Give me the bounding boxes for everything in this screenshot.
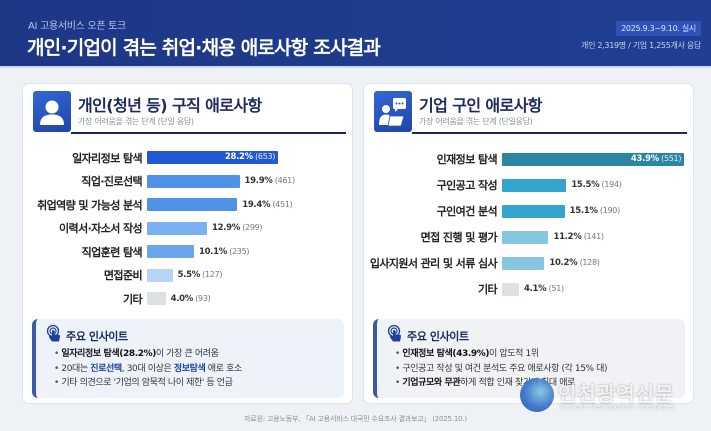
bar-row: 취업역량 및 가능성 분석 19.4% (451) xyxy=(23,193,352,217)
touch-hand-icon xyxy=(46,324,62,347)
bar-row: 구인여건 분석 15.1% (190) xyxy=(364,198,693,224)
company-bar-chart: 인재정보 탐색 43.9% (551) 구인공고 작성 15.5% (194) 구인여건… xyxy=(364,146,693,302)
individual-bar-chart: 일자리정보 탐색 28.2% (653) 직업·진로선택 19.9% (461) 취업역… xyxy=(23,146,352,311)
touch-hand-icon xyxy=(387,324,403,347)
bar-value-label: 11.2% (141) xyxy=(553,232,604,242)
bar-row: 직업·진로선택 19.9% (461) xyxy=(23,170,352,194)
page-title: 개인·기업이 겪는 취업·채용 애로사항 조사결과 xyxy=(27,37,381,59)
bar xyxy=(502,230,549,244)
bar-value-label: 4.0% (93) xyxy=(170,293,211,304)
individual-panel: 개인(청년 등) 구직 애로사항 가장 어려움을 겪는 단계 (단일 응답) 일… xyxy=(22,83,353,404)
insight-list: 인재정보 탐색(43.9%)이 압도적 1위 구인공고 작성 및 여건 분석도 … xyxy=(395,347,607,391)
bar-value-label: 4.1% (51) xyxy=(524,284,564,294)
panel-title: 기업 구인 애로사항 xyxy=(419,96,543,115)
page-header: AI 고용서비스 오픈 토크 개인·기업이 겪는 취업·채용 애로사항 조사결과… xyxy=(0,0,711,68)
bar-row: 면접 진행 및 평가 11.2% (141) xyxy=(364,224,693,250)
bar-row: 기타 4.1% (51) xyxy=(364,276,693,302)
bar-label: 인재정보 탐색 xyxy=(436,153,498,166)
bar xyxy=(147,174,240,188)
recruiter-chat-icon xyxy=(374,91,412,132)
bar-label: 일자리정보 탐색 xyxy=(72,151,142,165)
insight-item: 인재정보 탐색(43.9%)이 압도적 1위 xyxy=(395,347,607,362)
bar xyxy=(147,268,173,282)
bar-value-label: 10.2% (128) xyxy=(549,258,600,268)
bar xyxy=(502,178,567,192)
title-divider xyxy=(71,132,346,134)
bar-label: 직업훈련 탐색 xyxy=(81,245,143,259)
insight-item: 기타 의견으로 '기업의 암묵적 나이 제한' 등 언급 xyxy=(54,376,242,391)
respondent-count: 개인 2,319명 / 기업 1,255개사 응답 xyxy=(581,41,701,50)
bar-label: 이력서·자소서 작성 xyxy=(59,222,143,236)
bar: 43.9% (551) xyxy=(502,152,685,166)
bar-value-label: 10.1% (235) xyxy=(198,246,250,257)
insight-item: 구인공고 작성 및 여건 분석도 주요 애로사항 (각 15% 대) xyxy=(395,362,607,377)
bar-value-label: 43.9% (551) xyxy=(630,153,682,164)
bar-label: 직업·진로선택 xyxy=(81,175,142,189)
bar-label: 구인공고 작성 xyxy=(436,179,498,192)
bar-row: 직업훈련 탐색 10.1% (235) xyxy=(23,240,352,264)
person-icon xyxy=(33,91,71,132)
bar-label: 입사지원서 관리 및 서류 심사 xyxy=(369,257,498,270)
bar-row: 일자리정보 탐색 28.2% (653) xyxy=(23,146,352,170)
panel-title: 개인(청년 등) 구직 애로사항 xyxy=(78,96,262,115)
bar-value-label: 19.9% (461) xyxy=(244,176,296,187)
bar-value-label: 28.2% (653) xyxy=(224,152,276,163)
panel-subtitle: 가장 어려움을 겪는 단계 (단일응답) xyxy=(419,117,533,126)
bar xyxy=(502,204,565,218)
bar xyxy=(147,292,166,306)
insight-title: 주요 인사이트 xyxy=(66,330,128,343)
bar xyxy=(147,221,207,235)
insight-list: 일자리정보 탐색(28.2%)이 가장 큰 어려움 20대는 진로선택, 30대… xyxy=(54,347,242,391)
source-citation: 자료원: 고용노동부, 「AI 고용서비스 대국민 수요조사 결과보고」 (20… xyxy=(244,415,467,423)
bar: 28.2% (653) xyxy=(147,151,279,165)
bar-value-label: 12.9% (299) xyxy=(211,223,263,234)
bar xyxy=(147,245,194,259)
company-panel: 기업 구인 애로사항 가장 어려움을 겪는 단계 (단일응답) 인재정보 탐색 4… xyxy=(363,83,694,404)
bar-value-label: 15.5% (194) xyxy=(571,180,622,190)
bar xyxy=(502,256,545,270)
bar-value-label: 5.5% (127) xyxy=(177,270,223,281)
bar-label: 구인여건 분석 xyxy=(436,205,498,218)
bar-label: 면접준비 xyxy=(103,269,143,283)
panel-subtitle: 가장 어려움을 겪는 단계 (단일 응답) xyxy=(78,117,194,126)
title-divider xyxy=(412,132,687,134)
bar-label: 취업역량 및 가능성 분석 xyxy=(37,198,142,212)
watermark-subtext: Incheon Metropolitan newspaper xyxy=(560,403,675,411)
bar xyxy=(502,282,519,296)
insight-item: 기업규모와 무관하게 적합 인재 찾기가 최대 애로 xyxy=(395,376,607,391)
insight-box: 주요 인사이트 인재정보 탐색(43.9%)이 압도적 1위 구인공고 작성 및… xyxy=(373,319,685,398)
bar-row: 구인공고 작성 15.5% (194) xyxy=(364,172,693,198)
bar-row: 면접준비 5.5% (127) xyxy=(23,264,352,288)
bar-row: 인재정보 탐색 43.9% (551) xyxy=(364,146,693,172)
bar-row: 이력서·자소서 작성 12.9% (299) xyxy=(23,217,352,241)
bar-row: 기타 4.0% (93) xyxy=(23,287,352,311)
bar-value-label: 15.1% (190) xyxy=(569,206,621,216)
insight-item: 20대는 진로선택, 30대 이상은 정보탐색 애로 호소 xyxy=(54,362,242,377)
header-kicker: AI 고용서비스 오픈 토크 xyxy=(28,21,126,32)
insight-item: 일자리정보 탐색(28.2%)이 가장 큰 어려움 xyxy=(54,347,242,362)
insight-box: 주요 인사이트 일자리정보 탐색(28.2%)이 가장 큰 어려움 20대는 진… xyxy=(32,319,344,398)
bar-label: 면접 진행 및 평가 xyxy=(420,231,498,244)
survey-date-badge: 2025.9.3~9.10. 실시 xyxy=(616,21,701,36)
bar xyxy=(147,198,238,212)
bar-value-label: 19.4% (451) xyxy=(242,199,293,210)
bar-row: 입사지원서 관리 및 서류 심사 10.2% (128) xyxy=(364,250,693,276)
bar-label: 기타 xyxy=(122,292,143,306)
insight-title: 주요 인사이트 xyxy=(407,330,469,343)
bar-label: 기타 xyxy=(477,283,498,296)
